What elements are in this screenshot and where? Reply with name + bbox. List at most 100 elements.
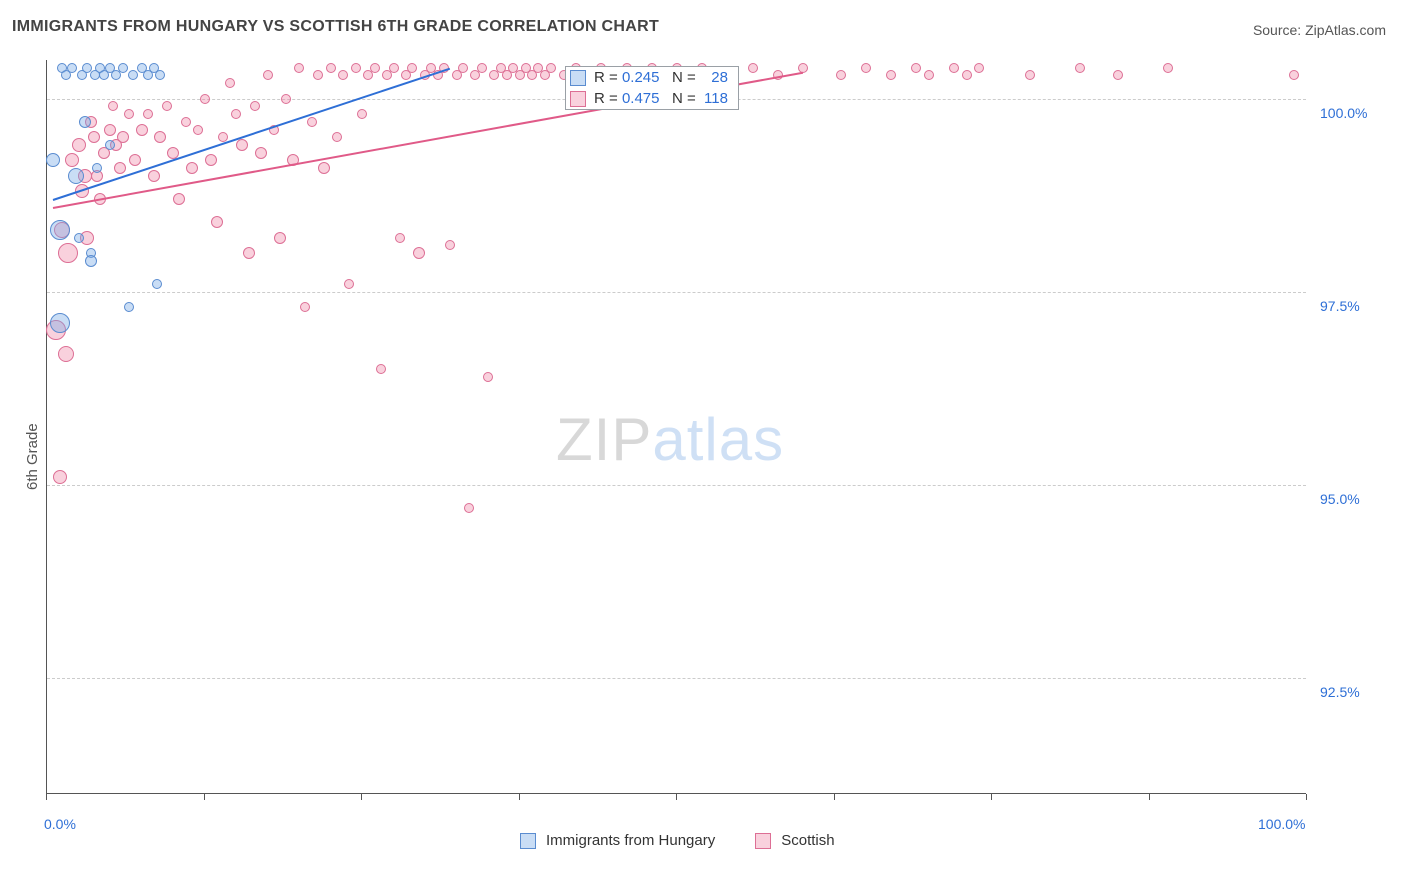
- scottish-point: [193, 125, 203, 135]
- scottish-point: [53, 470, 67, 484]
- stats-legend-box: R = 0.245 N = 28R = 0.475 N = 118: [565, 66, 739, 110]
- scottish-point: [313, 70, 323, 80]
- scottish-point: [274, 232, 286, 244]
- watermark-zip: ZIP: [556, 406, 652, 473]
- hungary-point: [118, 63, 128, 73]
- hungary-point: [50, 220, 70, 240]
- x-tick: [361, 794, 362, 800]
- scottish-point: [281, 94, 291, 104]
- scottish-point: [413, 247, 425, 259]
- scottish-point: [344, 279, 354, 289]
- scottish-point: [1075, 63, 1085, 73]
- watermark: ZIPatlas: [556, 405, 784, 474]
- gridline: [47, 292, 1306, 293]
- scottish-point: [389, 63, 399, 73]
- stats-row-scottish: R = 0.475 N = 118: [566, 88, 738, 109]
- scottish-point: [861, 63, 871, 73]
- scottish-point: [546, 63, 556, 73]
- x-tick: [1306, 794, 1307, 800]
- hungary-point: [74, 233, 84, 243]
- scottish-point: [243, 247, 255, 259]
- hungary-point: [85, 255, 97, 267]
- scottish-point: [58, 346, 74, 362]
- hungary-point: [128, 70, 138, 80]
- hungary-point: [50, 313, 70, 333]
- source-site: ZipAtlas.com: [1305, 22, 1386, 38]
- hungary-point: [124, 302, 134, 312]
- scottish-point: [72, 138, 86, 152]
- hungary-legend-label: Immigrants from Hungary: [546, 832, 715, 849]
- hungary-legend-swatch: [520, 833, 536, 849]
- scottish-point: [911, 63, 921, 73]
- source-label: Source:: [1253, 22, 1305, 38]
- scottish-point: [143, 109, 153, 119]
- scottish-point: [58, 243, 78, 263]
- hungary-point: [152, 279, 162, 289]
- scottish-point: [1113, 70, 1123, 80]
- chart-title: IMMIGRANTS FROM HUNGARY VS SCOTTISH 6TH …: [12, 18, 659, 36]
- scottish-point: [318, 162, 330, 174]
- scottish-point: [307, 117, 317, 127]
- bottom-legend: Immigrants from Hungary Scottish: [520, 832, 865, 849]
- scottish-point: [962, 70, 972, 80]
- scottish-point: [464, 503, 474, 513]
- scottish-point: [1289, 70, 1299, 80]
- scottish-point: [236, 139, 248, 151]
- scottish-point: [1025, 70, 1035, 80]
- gridline: [47, 678, 1306, 679]
- scottish-point: [1163, 63, 1173, 73]
- scottish-point: [407, 63, 417, 73]
- scottish-point: [154, 131, 166, 143]
- scottish-point: [357, 109, 367, 119]
- scottish-point: [114, 162, 126, 174]
- x-tick: [204, 794, 205, 800]
- scottish-swatch: [570, 91, 586, 107]
- x-tick-label: 0.0%: [44, 816, 76, 832]
- stats-row-hungary: R = 0.245 N = 28: [566, 67, 738, 88]
- scottish-point: [205, 154, 217, 166]
- y-axis-label: 6th Grade: [24, 423, 41, 490]
- scottish-point: [129, 154, 141, 166]
- scottish-point: [949, 63, 959, 73]
- x-tick: [676, 794, 677, 800]
- y-tick-label: 97.5%: [1320, 298, 1360, 314]
- scottish-point: [332, 132, 342, 142]
- y-tick-label: 100.0%: [1320, 105, 1367, 121]
- scottish-point: [136, 124, 148, 136]
- watermark-atlas: atlas: [652, 406, 784, 473]
- scottish-point: [376, 364, 386, 374]
- scottish-point: [294, 63, 304, 73]
- scottish-point: [117, 131, 129, 143]
- scottish-point: [104, 124, 116, 136]
- scottish-point: [483, 372, 493, 382]
- x-tick-label: 100.0%: [1258, 816, 1305, 832]
- scottish-point: [974, 63, 984, 73]
- hungary-swatch: [570, 70, 586, 86]
- hungary-point: [155, 70, 165, 80]
- scottish-point: [65, 153, 79, 167]
- scottish-point: [326, 63, 336, 73]
- scottish-point: [836, 70, 846, 80]
- scottish-point: [211, 216, 223, 228]
- scottish-legend-label: Scottish: [781, 832, 834, 849]
- scottish-point: [225, 78, 235, 88]
- scatter-plot: ZIPatlas: [46, 60, 1306, 794]
- x-tick: [519, 794, 520, 800]
- y-tick-label: 92.5%: [1320, 684, 1360, 700]
- x-tick: [46, 794, 47, 800]
- scottish-point: [395, 233, 405, 243]
- hungary-point: [46, 153, 60, 167]
- x-tick: [834, 794, 835, 800]
- scottish-point: [255, 147, 267, 159]
- scottish-point: [186, 162, 198, 174]
- scottish-point: [124, 109, 134, 119]
- scottish-point: [88, 131, 100, 143]
- hungary-point: [105, 140, 115, 150]
- scottish-point: [148, 170, 160, 182]
- hungary-point: [92, 163, 102, 173]
- scottish-point: [200, 94, 210, 104]
- scottish-point: [445, 240, 455, 250]
- x-tick: [1149, 794, 1150, 800]
- scottish-point: [263, 70, 273, 80]
- scottish-point: [181, 117, 191, 127]
